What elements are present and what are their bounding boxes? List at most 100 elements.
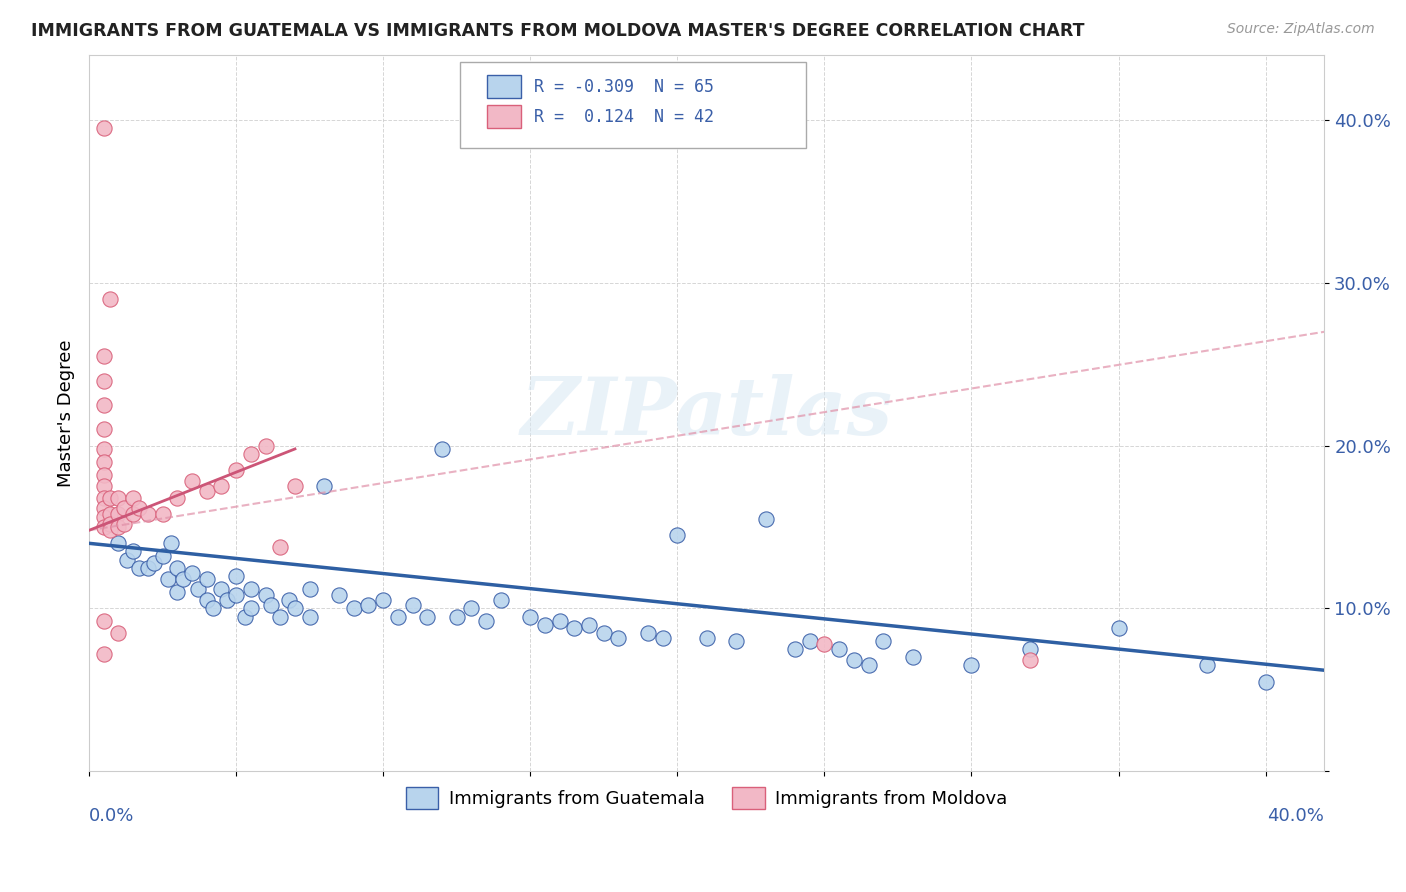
Point [489, 593, 512, 607]
Point [152, 549, 174, 564]
Text: R = -0.309  N = 65: R = -0.309 N = 65 [534, 78, 714, 95]
Point [725, 634, 748, 648]
Point [107, 520, 129, 534]
Point [98, 507, 121, 521]
Point [195, 484, 218, 499]
Point [166, 560, 188, 574]
Point [960, 658, 983, 673]
Point [93, 615, 115, 629]
Point [166, 585, 188, 599]
Point [387, 609, 409, 624]
Point [128, 500, 150, 515]
Point [592, 625, 614, 640]
Point [328, 588, 350, 602]
Point [269, 609, 291, 624]
Point [122, 507, 145, 521]
Text: R =  0.124  N = 42: R = 0.124 N = 42 [534, 108, 714, 126]
Point [93, 121, 115, 136]
Point [754, 512, 776, 526]
Point [166, 491, 188, 505]
Point [254, 588, 277, 602]
Point [1108, 621, 1130, 635]
Point [239, 582, 262, 596]
Point [112, 500, 135, 515]
Legend: Immigrants from Guatemala, Immigrants from Moldova: Immigrants from Guatemala, Immigrants fr… [398, 780, 1015, 816]
Point [136, 507, 159, 521]
Point [93, 491, 115, 505]
Point [901, 650, 924, 665]
Point [446, 609, 468, 624]
Point [460, 601, 482, 615]
Point [696, 631, 718, 645]
Point [813, 637, 835, 651]
FancyBboxPatch shape [486, 75, 522, 98]
Point [209, 582, 232, 596]
Point [152, 507, 174, 521]
Point [187, 582, 209, 596]
Point [209, 479, 232, 493]
Point [430, 442, 453, 456]
Point [122, 491, 145, 505]
Point [117, 552, 139, 566]
Point [157, 572, 180, 586]
Point [136, 560, 159, 574]
Point [93, 455, 115, 469]
Point [217, 593, 239, 607]
Point [225, 569, 247, 583]
Point [181, 566, 204, 580]
Point [98, 292, 121, 306]
Point [112, 516, 135, 531]
FancyBboxPatch shape [460, 62, 806, 148]
Point [298, 609, 321, 624]
Point [122, 544, 145, 558]
Point [401, 598, 423, 612]
Point [239, 601, 262, 615]
Point [269, 540, 291, 554]
Point [872, 634, 894, 648]
Point [783, 642, 806, 657]
Point [93, 374, 115, 388]
Point [107, 625, 129, 640]
Point [128, 560, 150, 574]
Point [651, 631, 673, 645]
Point [107, 536, 129, 550]
Text: Source: ZipAtlas.com: Source: ZipAtlas.com [1227, 22, 1375, 37]
Point [260, 598, 283, 612]
Point [637, 625, 659, 640]
Point [799, 634, 821, 648]
Point [225, 463, 247, 477]
Point [107, 491, 129, 505]
Point [284, 479, 307, 493]
Point [201, 601, 224, 615]
Text: 0.0%: 0.0% [89, 807, 135, 825]
Point [98, 524, 121, 538]
Point [666, 528, 689, 542]
Point [416, 609, 439, 624]
Point [93, 467, 115, 482]
Text: 40.0%: 40.0% [1268, 807, 1324, 825]
Point [564, 621, 586, 635]
Point [93, 500, 115, 515]
Point [314, 479, 336, 493]
Point [1195, 658, 1218, 673]
Point [181, 475, 204, 489]
Point [278, 593, 301, 607]
Point [93, 442, 115, 456]
Point [160, 536, 183, 550]
Point [343, 601, 366, 615]
Point [172, 572, 194, 586]
Point [93, 647, 115, 661]
Point [298, 582, 321, 596]
Point [98, 516, 121, 531]
Point [142, 556, 165, 570]
Point [1019, 653, 1042, 667]
Point [373, 593, 395, 607]
Point [93, 349, 115, 363]
Point [98, 491, 121, 505]
Text: IMMIGRANTS FROM GUATEMALA VS IMMIGRANTS FROM MOLDOVA MASTER'S DEGREE CORRELATION: IMMIGRANTS FROM GUATEMALA VS IMMIGRANTS … [31, 22, 1084, 40]
Point [195, 572, 218, 586]
Point [254, 439, 277, 453]
Point [1019, 642, 1042, 657]
Point [225, 588, 247, 602]
Point [578, 617, 600, 632]
